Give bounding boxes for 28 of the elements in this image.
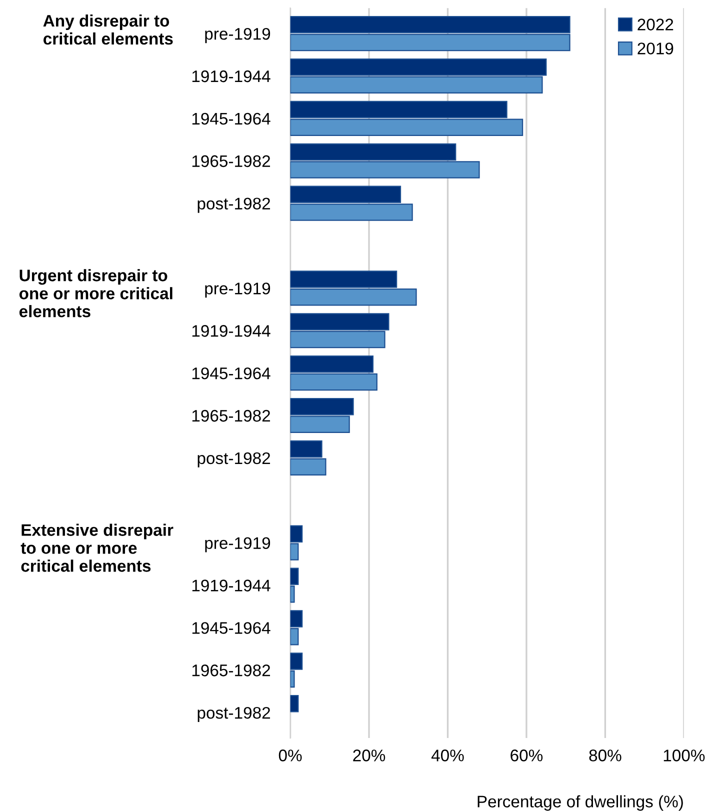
- text: Any disrepair to critical elements: [43, 14, 173, 45]
- legend-label: 2022: [638, 18, 674, 30]
- x-axis-title: Percentage of dwellings (%): [478, 795, 683, 811]
- bar: [290, 695, 299, 712]
- legend-label: 2019: [638, 42, 674, 54]
- y-tick-label: pre-1919: [205, 537, 270, 552]
- text: Extensive disrepair to one or more critical elements: [20, 524, 174, 572]
- text: Urgent disrepair to one or more critical elements: [19, 269, 172, 318]
- y-tick-label: post-1982: [198, 452, 270, 468]
- y-tick-label: post-1982: [198, 198, 270, 213]
- y-tick-label: post-1982: [198, 706, 270, 722]
- y-tick-label: 1919-1944: [192, 580, 270, 592]
- y-tick-label: 1965-1982: [192, 410, 270, 422]
- y-tick-label: 1919-1944: [192, 70, 270, 82]
- y-tick-label: pre-1919: [205, 28, 270, 44]
- y-tick-label: 1965-1982: [192, 664, 270, 676]
- y-tick-label: pre-1919: [205, 282, 270, 298]
- x-tick-label: 60%: [510, 750, 543, 762]
- x-tick-label: 40%: [431, 750, 464, 762]
- y-tick-label: 1919-1944: [192, 325, 270, 337]
- x-tick-label: 0%: [278, 750, 302, 762]
- x-tick-label: 100%: [664, 750, 705, 762]
- x-tick-label: 20%: [353, 750, 386, 762]
- x-tick-label: 80%: [589, 750, 622, 762]
- y-tick-label: 1945-1964: [192, 367, 270, 380]
- y-tick-label: 1965-1982: [192, 155, 270, 168]
- y-tick-label: 1945-1964: [192, 112, 270, 125]
- y-tick-label: 1945-1964: [192, 622, 270, 634]
